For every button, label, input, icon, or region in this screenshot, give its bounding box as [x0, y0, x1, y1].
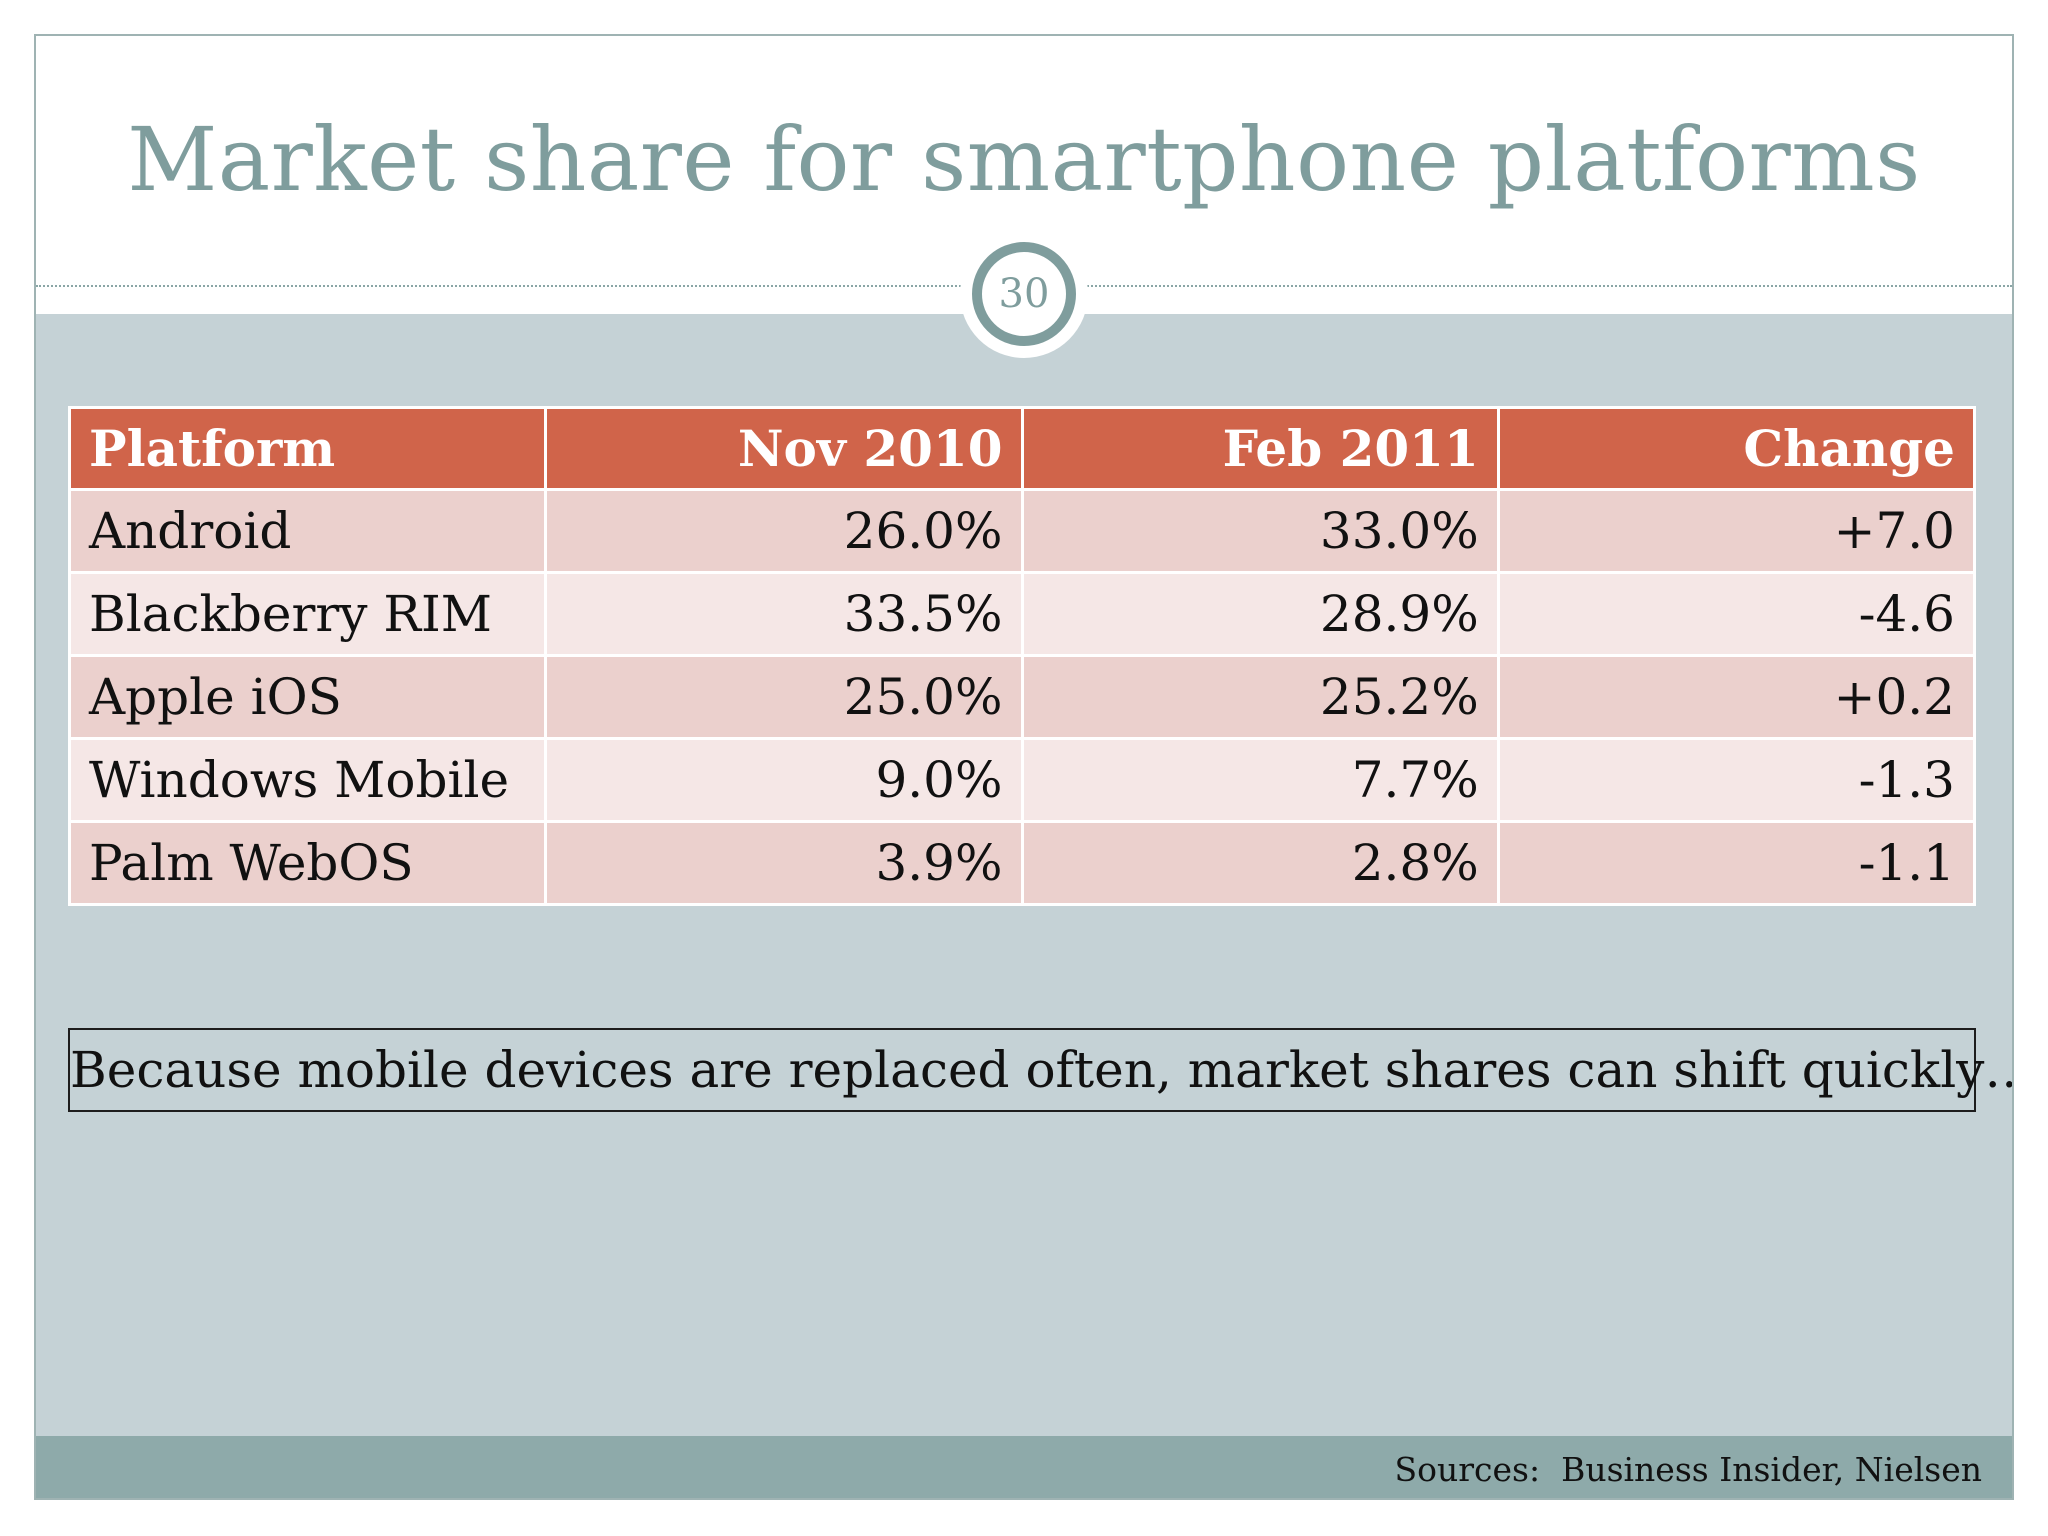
- header-nov-2010: Nov 2010: [544, 406, 1024, 491]
- feb-2011-cell: 28.9%: [1020, 571, 1500, 657]
- callout-note: Because mobile devices are replaced ofte…: [68, 1028, 2012, 1112]
- change-cell: -1.1: [1496, 820, 1977, 906]
- nov-2010-cell: 33.5%: [544, 571, 1024, 657]
- header-change: Change: [1496, 406, 1977, 491]
- feb-2011-cell: 25.2%: [1020, 654, 1500, 740]
- platform-cell: Blackberry RIM: [67, 571, 548, 657]
- change-cell: -4.6: [1496, 571, 1977, 657]
- page-number-badge: 30: [972, 242, 1076, 346]
- table-row: Blackberry RIM 33.5% 28.9% -4.6: [67, 571, 1977, 657]
- change-cell: -1.3: [1496, 737, 1977, 823]
- table-row: Palm WebOS 3.9% 2.8% -1.1: [67, 820, 1977, 906]
- feb-2011-cell: 2.8%: [1020, 820, 1500, 906]
- platform-cell: Palm WebOS: [67, 820, 548, 906]
- platform-cell: Apple iOS: [67, 654, 548, 740]
- feb-2011-cell: 7.7%: [1020, 737, 1500, 823]
- sources-text: Sources: Business Insider, Nielsen: [1394, 1450, 1982, 1489]
- table-row: Windows Mobile 9.0% 7.7% -1.3: [67, 737, 1977, 823]
- platform-cell: Windows Mobile: [67, 737, 548, 823]
- table-header-row: Platform Nov 2010 Feb 2011 Change: [67, 406, 1977, 491]
- table-row: Apple iOS 25.0% 25.2% +0.2: [67, 654, 1977, 740]
- nov-2010-cell: 25.0%: [544, 654, 1024, 740]
- slide: Market share for smartphone platforms 30…: [34, 34, 2014, 1500]
- market-share-table: Platform Nov 2010 Feb 2011 Change Androi…: [67, 406, 1977, 906]
- header-platform: Platform: [67, 406, 548, 491]
- header-feb-2011: Feb 2011: [1020, 406, 1500, 491]
- slide-title: Market share for smartphone platforms: [127, 108, 1921, 211]
- footer-bar: Sources: Business Insider, Nielsen: [36, 1436, 2012, 1498]
- table-row: Android 26.0% 33.0% +7.0: [67, 488, 1977, 574]
- change-cell: +7.0: [1496, 488, 1977, 574]
- change-cell: +0.2: [1496, 654, 1977, 740]
- nov-2010-cell: 3.9%: [544, 820, 1024, 906]
- platform-cell: Android: [67, 488, 548, 574]
- nov-2010-cell: 9.0%: [544, 737, 1024, 823]
- nov-2010-cell: 26.0%: [544, 488, 1024, 574]
- feb-2011-cell: 33.0%: [1020, 488, 1500, 574]
